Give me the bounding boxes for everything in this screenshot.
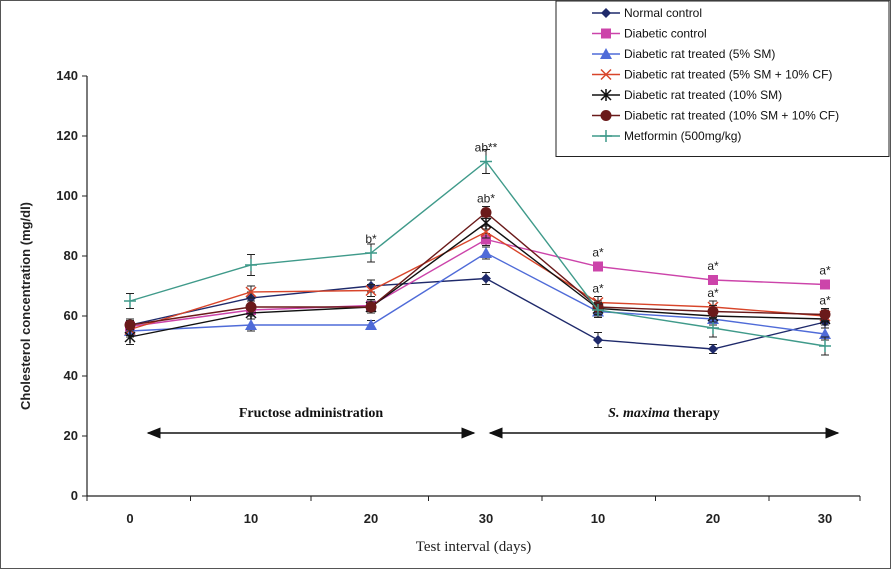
data-point-x [245, 286, 257, 298]
legend-item: Normal control [592, 6, 702, 20]
data-point-diamond [481, 273, 491, 284]
data-point-star [600, 89, 612, 101]
legend-label: Diabetic rat treated (5% SM) [624, 47, 775, 61]
data-point-square [708, 275, 718, 285]
legend-item: Diabetic control [592, 27, 707, 41]
legend-label: Diabetic rat treated (10% SM) [624, 88, 782, 102]
legend-item: Diabetic rat treated (5% SM + 10% CF) [592, 68, 832, 82]
x-axis-title: Test interval (days) [416, 539, 532, 555]
y-tick-label: 120 [56, 128, 78, 143]
data-point-circle [245, 301, 257, 313]
legend-item: Diabetic rat treated (5% SM) [592, 47, 775, 61]
axes: 0 20 40 60 80 100 120 140 0 10 20 30 10 20 30 Test inte… [18, 68, 861, 555]
phase-label-part: S. maxima [608, 406, 669, 421]
data-point-triangle [600, 48, 612, 59]
significance-label: a* [592, 246, 604, 260]
data-point-triangle [819, 328, 831, 339]
data-point-x [365, 284, 377, 297]
significance-annotations: b* ab** ab* a* a* a* a* a* a* [365, 141, 831, 308]
data-point-plus [480, 155, 492, 168]
series-diabetic-rat-treated-5-sm- [124, 246, 831, 341]
series-diabetic-rat-treated-10-sm-10-cf- [124, 206, 831, 332]
legend-label: Normal control [624, 6, 702, 20]
legend-label: Metformin (500mg/kg) [624, 129, 741, 143]
phase-label: S. maxima therapy [608, 406, 720, 421]
y-tick-label: 40 [64, 368, 78, 383]
data-point-plus [365, 247, 377, 259]
phase-label-part: Fructose administration [239, 406, 383, 421]
phase-label: Fructose administration [239, 406, 383, 421]
legend: Normal control Diabetic control Diabetic r… [555, 0, 890, 157]
series-line [129, 160, 826, 347]
significance-label: a* [819, 294, 831, 308]
x-tick-label: 10 [591, 511, 605, 526]
significance-label: a* [592, 282, 604, 296]
x-tick-label: 20 [706, 511, 720, 526]
data-point-triangle [245, 319, 257, 330]
y-tick-label: 60 [64, 308, 78, 323]
data-point-plus [124, 295, 136, 307]
data-point-triangle [365, 319, 377, 330]
data-point-circle [365, 301, 377, 313]
significance-label: a* [819, 264, 831, 278]
data-point-square [601, 28, 611, 39]
x-tick-label: 30 [818, 511, 832, 526]
phase-label-part: therapy [670, 406, 720, 421]
y-axis-title: Cholesterol concentration (mg/dl) [18, 202, 33, 410]
data-point-circle [480, 207, 492, 218]
x-tick-label: 30 [479, 511, 493, 526]
legend-item: Metformin (500mg/kg) [592, 129, 741, 143]
y-tick-label: 0 [71, 488, 78, 503]
data-point-circle [124, 319, 136, 331]
data-point-plus [245, 259, 257, 271]
x-tick-label: 0 [126, 511, 133, 526]
series-line [129, 238, 826, 328]
data-point-x [600, 68, 612, 81]
legend-item: Diabetic rat treated (10% SM + 10% CF) [592, 109, 839, 123]
series-layer [124, 149, 831, 356]
y-tick-label: 20 [64, 428, 78, 443]
y-tick-label: 140 [56, 68, 78, 83]
data-point-circle [707, 306, 719, 317]
data-point-plus [592, 304, 604, 316]
significance-label: a* [707, 259, 719, 273]
significance-label: b* [365, 232, 377, 246]
data-point-circle [600, 110, 612, 121]
data-point-square [593, 261, 603, 272]
data-point-triangle [480, 247, 492, 258]
phase-arrows: Fructose administration S. maxima therapy [146, 406, 840, 439]
legend-label: Diabetic rat treated (5% SM + 10% CF) [624, 68, 832, 82]
data-point-plus [819, 340, 831, 352]
significance-label: a* [707, 286, 719, 300]
series-line [129, 252, 826, 335]
x-tick-label: 20 [364, 511, 378, 526]
y-tick-label: 80 [64, 248, 78, 263]
data-point-diamond [593, 335, 603, 345]
series-metformin-500mg-kg- [124, 149, 831, 356]
legend-label: Diabetic rat treated (10% SM + 10% CF) [624, 109, 839, 123]
legend-box [555, 0, 890, 157]
data-point-diamond [708, 344, 718, 354]
data-point-diamond [601, 8, 611, 18]
legend-label: Diabetic control [624, 27, 707, 41]
data-point-plus [600, 130, 612, 142]
x-tick-label: 10 [244, 511, 258, 526]
data-point-square [820, 279, 830, 290]
significance-label: ab* [477, 192, 495, 206]
data-point-square [481, 234, 491, 245]
legend-item: Diabetic rat treated (10% SM) [592, 88, 782, 102]
y-tick-label: 100 [56, 188, 78, 203]
data-point-star [124, 331, 136, 343]
data-point-plus [707, 322, 719, 334]
significance-label: ab** [475, 141, 498, 155]
series-line [129, 277, 826, 350]
data-point-circle [819, 309, 831, 320]
